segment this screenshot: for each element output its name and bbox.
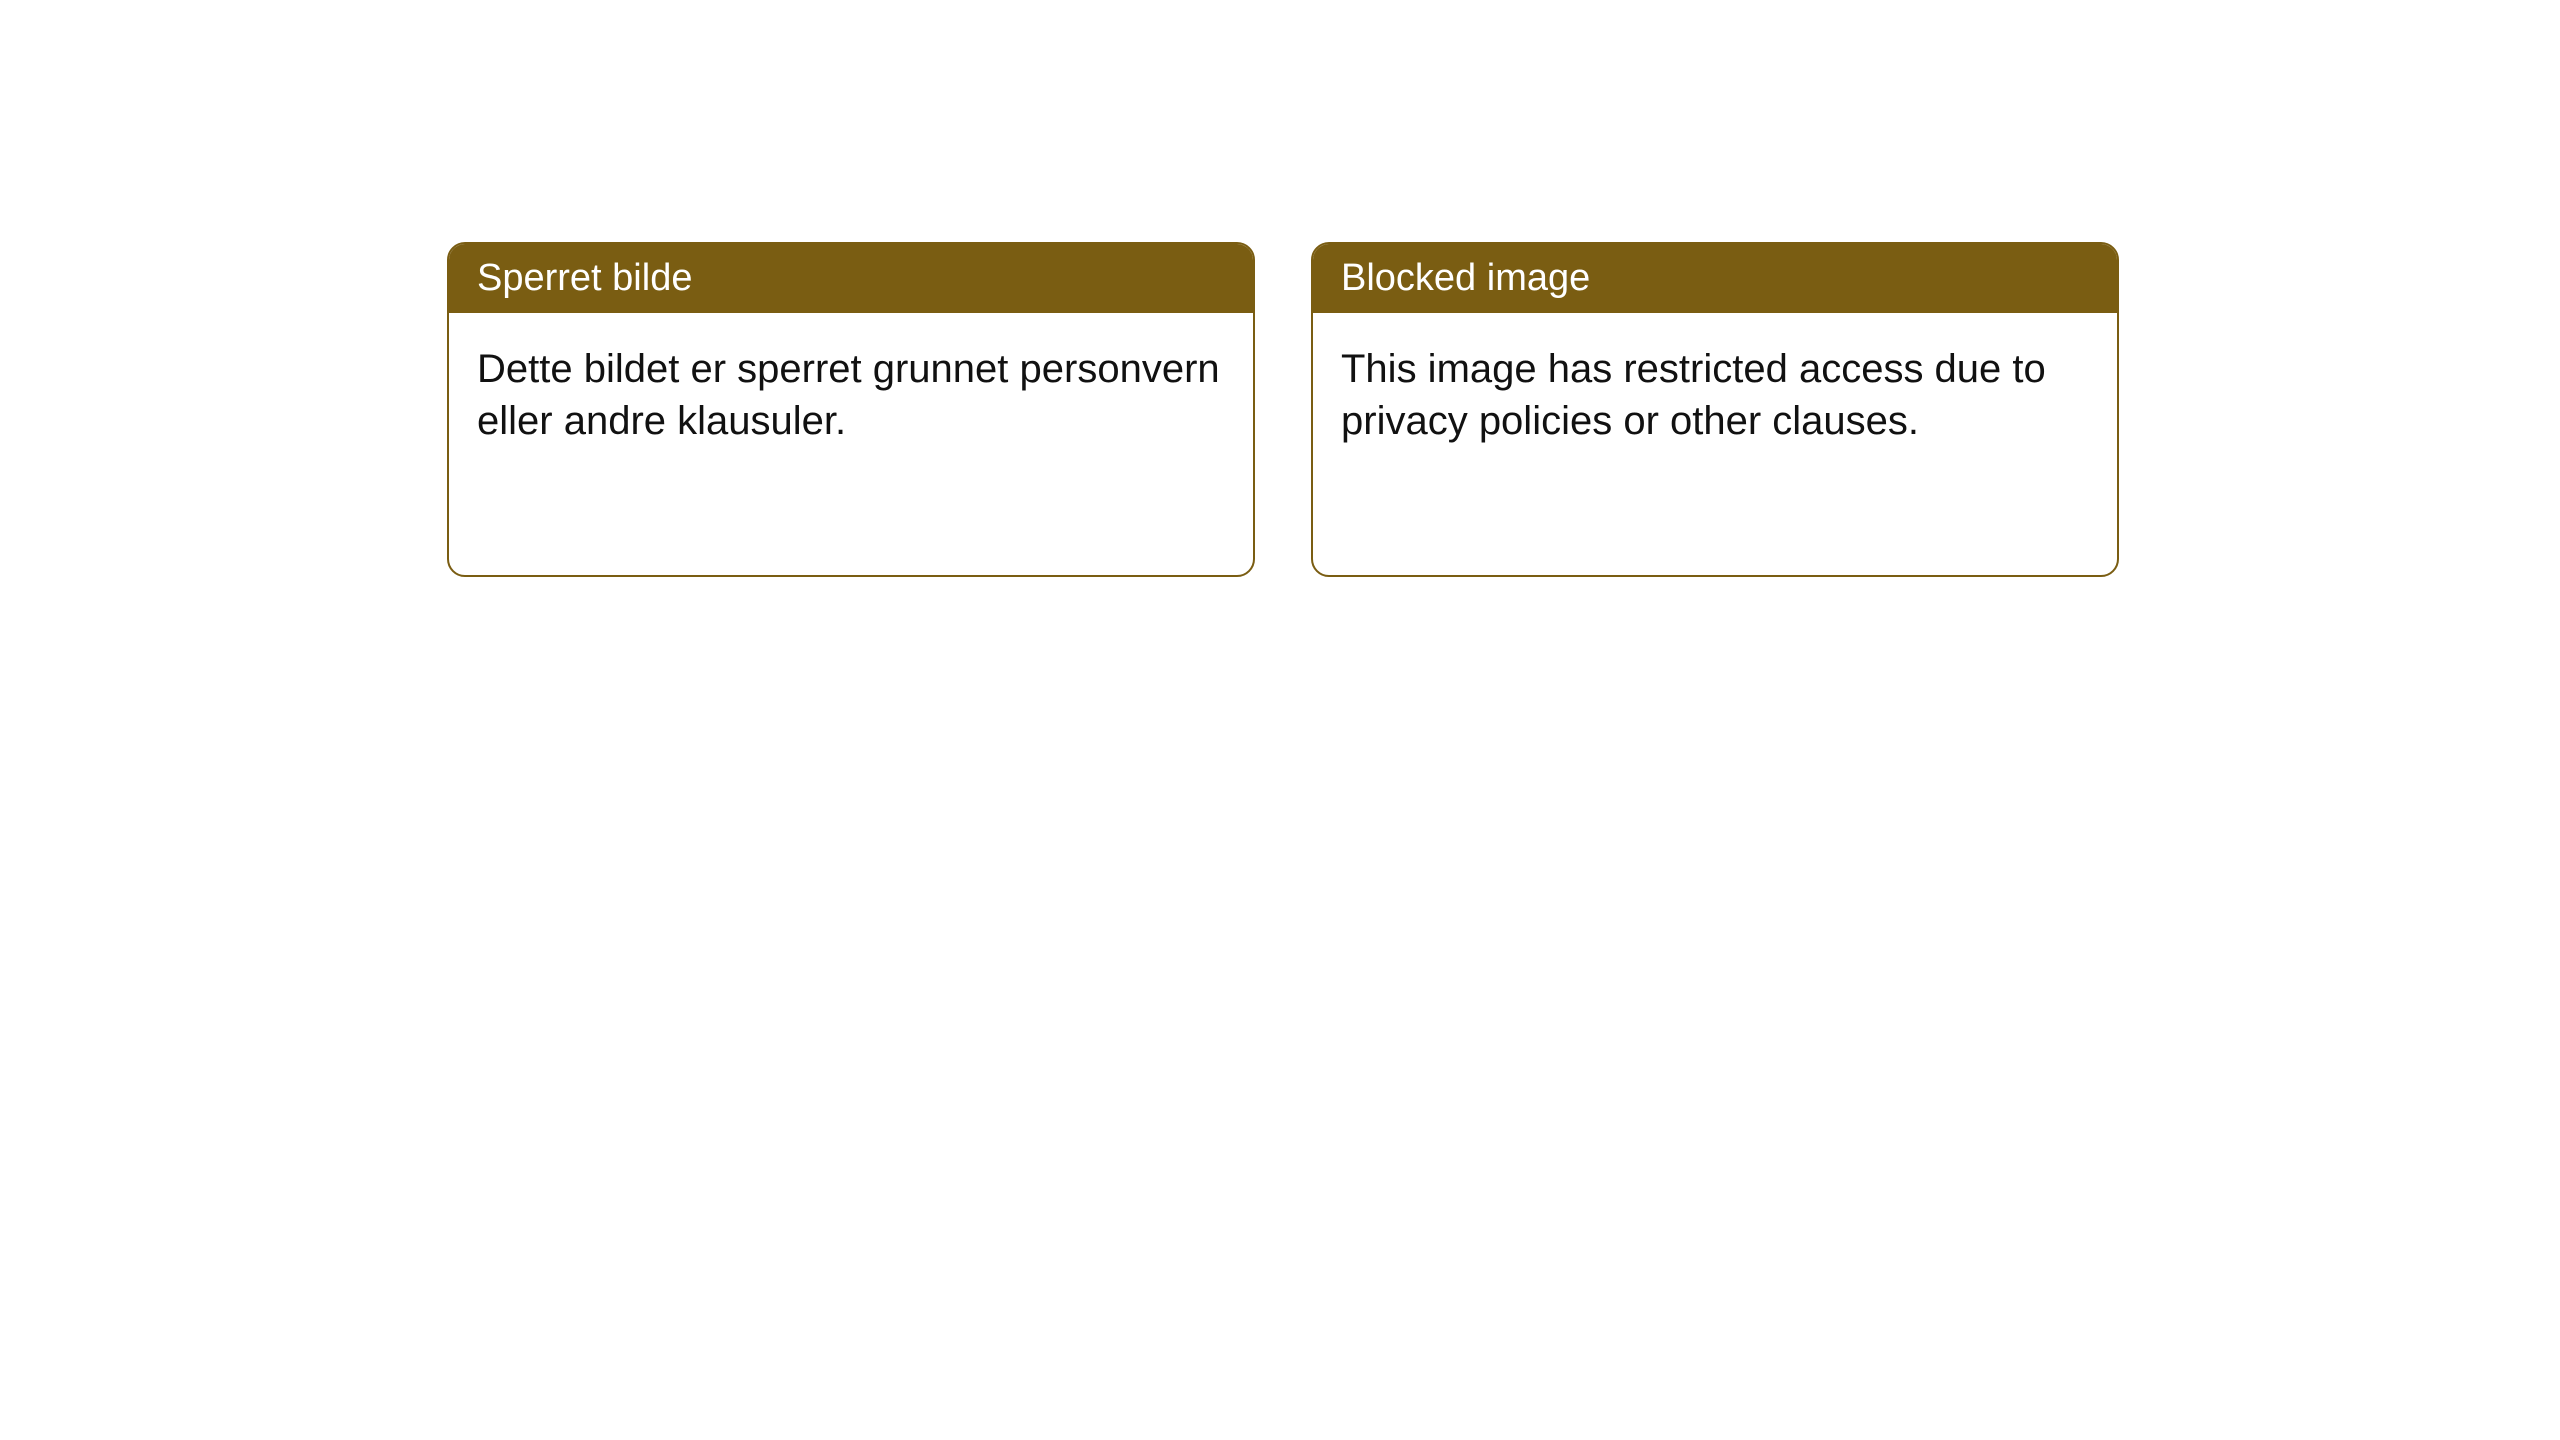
notice-card-body: This image has restricted access due to … [1313, 313, 2117, 477]
notice-card-norwegian: Sperret bilde Dette bildet er sperret gr… [447, 242, 1255, 577]
notice-card-title: Blocked image [1313, 244, 2117, 313]
notice-cards-container: Sperret bilde Dette bildet er sperret gr… [447, 242, 2119, 577]
notice-card-english: Blocked image This image has restricted … [1311, 242, 2119, 577]
notice-card-body: Dette bildet er sperret grunnet personve… [449, 313, 1253, 477]
notice-card-title: Sperret bilde [449, 244, 1253, 313]
